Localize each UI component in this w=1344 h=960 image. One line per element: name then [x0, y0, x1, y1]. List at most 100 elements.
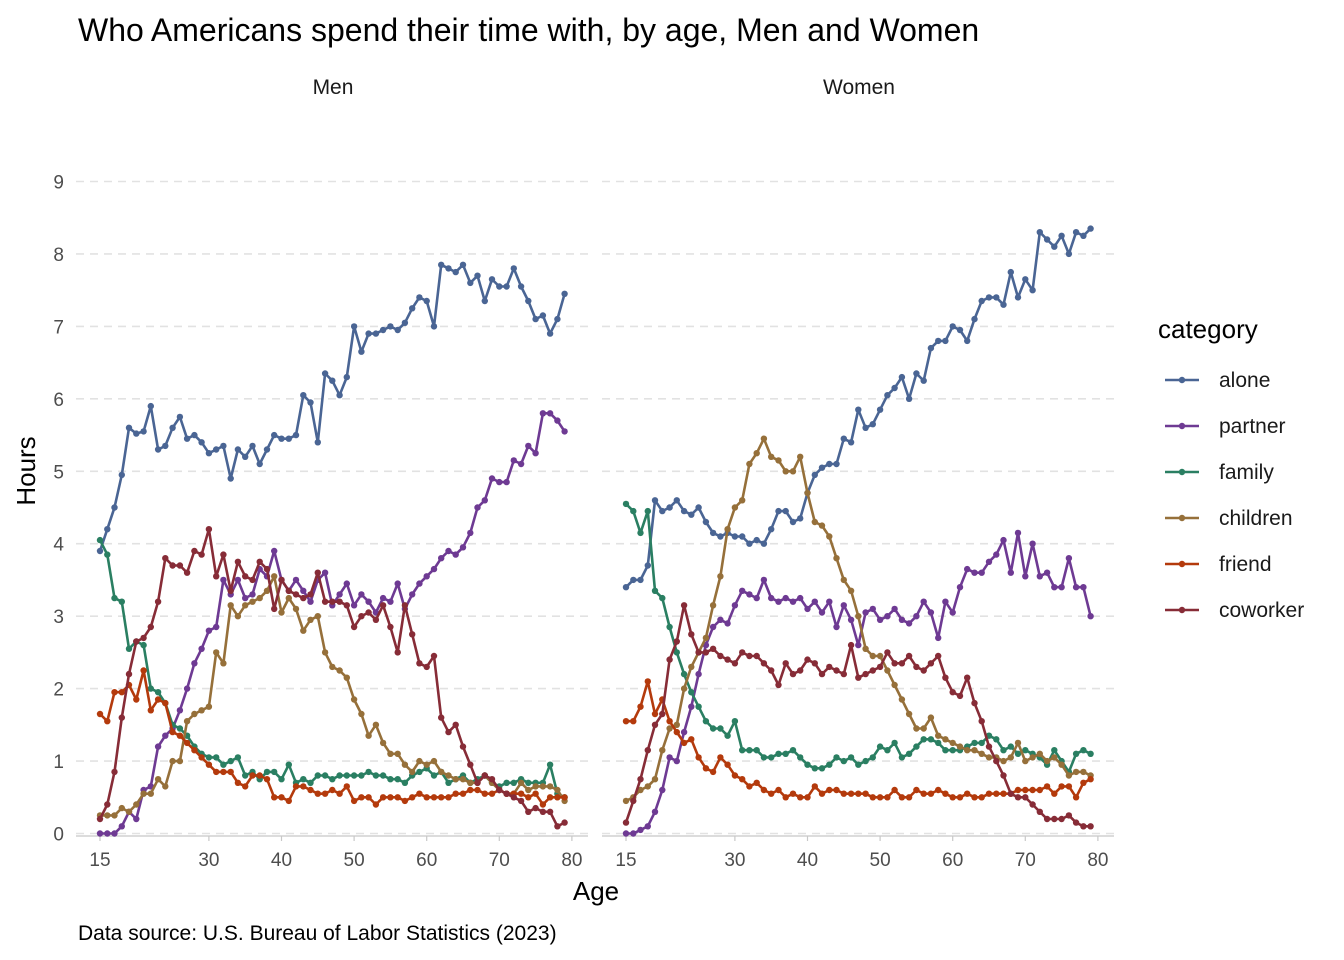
data-point-coworker	[147, 623, 154, 631]
data-point-family	[695, 703, 702, 710]
data-point-children	[971, 747, 978, 754]
data-point-family	[213, 754, 220, 761]
data-point-family	[1022, 747, 1029, 754]
data-point-partner	[905, 620, 913, 627]
data-point-friend	[630, 718, 637, 725]
data-point-coworker	[855, 674, 862, 681]
data-point-partner	[183, 685, 191, 692]
data-point-coworker	[797, 667, 804, 674]
data-point-alone	[688, 511, 695, 518]
data-point-friend	[249, 772, 256, 779]
data-point-friend	[256, 772, 263, 779]
data-point-family	[118, 598, 126, 605]
data-point-friend	[263, 776, 271, 783]
data-point-alone	[630, 576, 637, 584]
data-point-children	[1043, 757, 1051, 765]
data-point-children	[746, 460, 753, 468]
data-point-family	[789, 747, 797, 754]
data-point-children	[546, 783, 554, 790]
data-point-family	[768, 754, 775, 761]
data-point-family	[833, 754, 840, 761]
data-point-partner	[111, 830, 118, 837]
data-point-children	[717, 573, 724, 580]
data-point-family	[329, 776, 336, 783]
data-point-children	[1051, 754, 1058, 761]
data-point-alone	[847, 439, 855, 446]
data-point-coworker	[169, 562, 176, 569]
data-point-coworker	[263, 565, 271, 573]
data-point-partner	[753, 594, 760, 602]
data-point-family	[891, 739, 898, 747]
data-point-coworker	[365, 609, 372, 616]
data-point-coworker	[336, 598, 343, 605]
data-point-coworker	[401, 602, 409, 609]
x-tick-label: 80	[561, 850, 582, 871]
data-point-family	[111, 594, 118, 602]
data-point-friend	[1087, 776, 1094, 783]
data-point-children	[213, 649, 220, 656]
data-point-coworker	[350, 623, 358, 631]
data-point-alone	[365, 330, 372, 337]
data-point-coworker	[125, 670, 133, 678]
data-point-friend	[709, 768, 717, 776]
data-point-friend	[176, 732, 184, 739]
data-point-coworker	[256, 558, 263, 565]
data-point-alone	[659, 507, 666, 515]
data-point-friend	[430, 794, 438, 801]
data-point-alone	[481, 297, 488, 305]
x-tick-label: 80	[1087, 850, 1108, 871]
data-point-partner	[717, 616, 724, 623]
data-point-friend	[1072, 794, 1080, 801]
data-point-children	[978, 750, 985, 757]
data-point-alone	[546, 330, 554, 337]
data-point-children	[840, 576, 847, 584]
data-point-partner	[496, 478, 503, 486]
data-point-friend	[1029, 786, 1036, 794]
data-point-family	[739, 747, 746, 754]
data-point-family	[205, 754, 213, 761]
data-point-children	[1036, 750, 1044, 757]
data-point-partner	[680, 728, 688, 736]
data-point-children	[321, 649, 329, 656]
data-point-family	[416, 768, 423, 776]
data-point-friend	[118, 689, 126, 696]
x-tick-label: 60	[416, 850, 437, 871]
data-point-coworker	[775, 681, 782, 689]
y-tick-label: 3	[53, 607, 64, 628]
data-point-partner	[746, 591, 753, 598]
data-point-friend	[622, 718, 630, 725]
data-point-partner	[292, 576, 300, 584]
data-point-coworker	[709, 645, 717, 652]
y-tick-label: 0	[53, 825, 64, 846]
data-point-friend	[459, 790, 467, 797]
data-point-partner	[1058, 584, 1065, 591]
data-point-children	[379, 739, 387, 747]
data-point-friend	[278, 794, 285, 801]
data-point-family	[688, 689, 695, 696]
data-point-partner	[760, 576, 768, 584]
data-point-alone	[862, 424, 869, 431]
data-point-family	[321, 772, 329, 779]
data-point-coworker	[539, 808, 547, 815]
data-point-partner	[321, 569, 329, 576]
data-point-family	[884, 747, 891, 754]
data-point-friend	[372, 801, 380, 808]
data-point-alone	[702, 518, 710, 526]
data-point-partner	[768, 594, 775, 602]
data-point-friend	[423, 794, 430, 801]
data-point-family	[913, 743, 920, 750]
data-point-partner	[695, 670, 702, 678]
data-point-coworker	[532, 804, 539, 812]
data-point-coworker	[423, 663, 430, 671]
data-point-friend	[905, 794, 913, 801]
data-point-children	[1029, 754, 1036, 761]
data-point-partner	[561, 428, 568, 435]
data-point-alone	[993, 294, 1000, 301]
data-point-family	[905, 750, 913, 757]
data-point-alone	[445, 265, 452, 272]
data-point-coworker	[1087, 823, 1094, 830]
data-point-alone	[488, 276, 496, 283]
data-point-friend	[285, 797, 292, 805]
data-point-coworker	[242, 573, 249, 580]
data-point-partner	[176, 707, 184, 714]
